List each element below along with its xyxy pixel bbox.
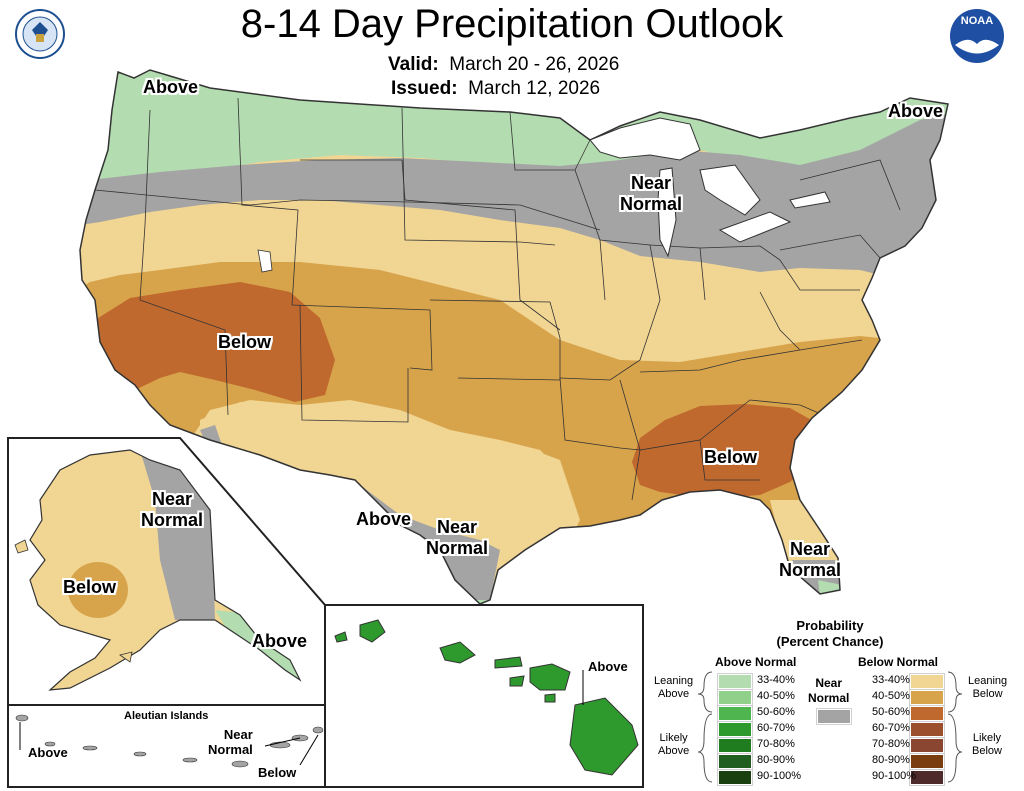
legend-below-swatch bbox=[909, 753, 945, 770]
alaska-outline bbox=[29, 449, 302, 691]
valid-line: Valid: March 20 - 26, 2026 bbox=[388, 54, 619, 76]
valid-value: March 20 - 26, 2026 bbox=[449, 54, 620, 75]
label-alaska-below: Below bbox=[63, 577, 117, 597]
legend-above-title: Above Normal bbox=[715, 655, 797, 669]
legend-below-range: 90-100% bbox=[872, 770, 917, 782]
legend-below-range: 40-50% bbox=[872, 690, 910, 702]
great-salt-lake bbox=[257, 249, 273, 273]
legend-below-range: 60-70% bbox=[872, 722, 910, 734]
label-aleutian-near-normal: Near Normal bbox=[208, 727, 253, 757]
legend-likely-above: Likely Above bbox=[658, 732, 690, 757]
lake-ontario bbox=[789, 191, 831, 209]
legend-above-swatch bbox=[717, 769, 753, 786]
label-midwest-near-normal: Near Normal bbox=[620, 173, 683, 214]
lake-superior bbox=[589, 117, 701, 161]
label-alaska-near-normal: Near Normal bbox=[141, 489, 204, 530]
noaa-logo-text: NOAA bbox=[961, 15, 993, 27]
label-aleutian-islands: Aleutian Islands bbox=[124, 710, 209, 722]
legend-leaning-below: Leaning Below bbox=[968, 675, 1008, 700]
legend-below-swatch bbox=[909, 737, 945, 754]
label-aleutian-below: Below bbox=[258, 765, 297, 780]
lake-erie bbox=[718, 211, 792, 243]
legend-above-range: 70-80% bbox=[757, 738, 795, 750]
legend-below-range: 50-60% bbox=[872, 706, 910, 718]
valid-label: Valid: bbox=[388, 54, 439, 75]
noaa-logo: NOAA bbox=[950, 9, 1004, 63]
label-sw-below: Below bbox=[218, 332, 272, 352]
label-ne-above: Above bbox=[888, 101, 944, 121]
legend-above-range: 60-70% bbox=[757, 722, 795, 734]
legend-title: Probability (Percent Chance) bbox=[776, 618, 884, 649]
legend-above-swatch bbox=[717, 689, 753, 706]
label-se-below: Below bbox=[704, 447, 758, 467]
legend-above-range: 80-90% bbox=[757, 754, 795, 766]
legend-below-range: 70-80% bbox=[872, 738, 910, 750]
lake-michigan bbox=[657, 167, 677, 258]
legend-below-range: 33-40% bbox=[872, 674, 910, 686]
legend-below-swatch bbox=[909, 721, 945, 738]
issued-label: Issued: bbox=[391, 78, 458, 99]
legend-near-swatch bbox=[816, 708, 852, 725]
legend-below-range: 80-90% bbox=[872, 754, 910, 766]
legend-below-swatch bbox=[909, 673, 945, 690]
hawaii-islands bbox=[334, 619, 639, 776]
issued-value: March 12, 2026 bbox=[468, 78, 601, 99]
issued-line: Issued: March 12, 2026 bbox=[391, 78, 600, 100]
lake-huron bbox=[699, 164, 761, 216]
label-florida-near-normal: Near Normal bbox=[779, 539, 842, 580]
legend-below-swatch bbox=[909, 705, 945, 722]
label-alaska-above: Above bbox=[252, 631, 308, 651]
legend-above-swatch bbox=[717, 737, 753, 754]
legend-below-swatch bbox=[909, 689, 945, 706]
legend-near-title: Near Normal bbox=[808, 676, 850, 705]
legend-below-title: Below Normal bbox=[858, 655, 939, 669]
map-title: 8-14 Day Precipitation Outlook bbox=[240, 2, 784, 46]
legend-likely-below: Likely Below bbox=[972, 732, 1002, 757]
legend-above-range: 90-100% bbox=[757, 770, 802, 782]
label-hawaii-above: Above bbox=[588, 659, 628, 674]
legend-above-range: 33-40% bbox=[757, 674, 795, 686]
us-department-of-commerce-seal bbox=[15, 9, 65, 59]
legend-above-swatch bbox=[717, 721, 753, 738]
conus-outline bbox=[79, 69, 949, 605]
label-nw-above: Above bbox=[143, 77, 199, 97]
legend-above-swatch bbox=[717, 673, 753, 690]
label-texas-near-normal: Near Normal bbox=[426, 517, 489, 558]
legend-above-swatch bbox=[717, 705, 753, 722]
legend-above-range: 50-60% bbox=[757, 706, 795, 718]
legend-above-swatch bbox=[717, 753, 753, 770]
legend-above-range: 40-50% bbox=[757, 690, 795, 702]
legend-leaning-above: Leaning Above bbox=[654, 675, 694, 700]
label-texas-above: Above bbox=[356, 509, 412, 529]
legend-below-swatch bbox=[909, 769, 945, 786]
label-aleutian-above: Above bbox=[28, 745, 68, 760]
